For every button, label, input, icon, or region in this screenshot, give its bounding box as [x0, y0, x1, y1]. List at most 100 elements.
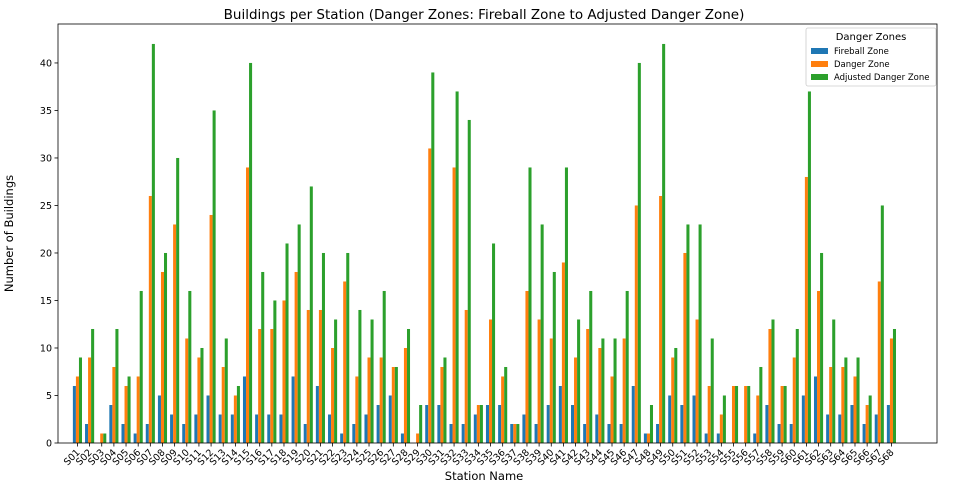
- bars: [72, 43, 896, 444]
- bar-danger-zone-s17: [270, 328, 274, 443]
- bar-danger-zone-s59: [780, 385, 784, 443]
- bar-fireball-zone-s54: [716, 433, 720, 443]
- bar-danger-zone-s09: [173, 224, 177, 443]
- bar-adjusted-danger-zone-s26: [382, 290, 386, 443]
- bar-danger-zone-s05: [124, 385, 128, 443]
- bar-adjusted-danger-zone-s12: [212, 110, 216, 444]
- bar-adjusted-danger-zone-s03: [103, 433, 107, 443]
- y-tick-label-40: 40: [40, 58, 52, 69]
- bar-fireball-zone-s07: [145, 424, 149, 443]
- bar-fireball-zone-s08: [157, 395, 161, 443]
- bar-danger-zone-s23: [343, 281, 347, 443]
- bar-fireball-zone-s02: [85, 424, 89, 443]
- bar-danger-zone-s16: [258, 328, 262, 443]
- bar-fireball-zone-s67: [874, 414, 878, 443]
- series-adjusted-danger-zone: [78, 43, 896, 444]
- bar-fireball-zone-s11: [194, 414, 198, 443]
- bar-fireball-zone-s18: [279, 414, 283, 443]
- bar-danger-zone-s29: [416, 433, 420, 443]
- bar-fireball-zone-s19: [291, 376, 295, 443]
- bar-fireball-zone-s10: [182, 424, 186, 443]
- bar-fireball-zone-s41: [558, 385, 562, 443]
- bar-fireball-zone-s62: [813, 376, 818, 443]
- bar-danger-zone-s22: [331, 347, 335, 443]
- bar-danger-zone-s03: [100, 433, 104, 443]
- bar-danger-zone-s40: [549, 338, 553, 443]
- bar-fireball-zone-s12: [206, 395, 210, 443]
- bar-fireball-zone-s04: [109, 405, 113, 443]
- bar-adjusted-danger-zone-s65: [856, 357, 860, 443]
- bar-fireball-zone-s27: [388, 395, 392, 443]
- bar-danger-zone-s38: [525, 290, 529, 443]
- legend: Danger Zones Fireball Zone Danger Zone A…: [805, 27, 937, 87]
- bar-danger-zone-s53: [707, 385, 711, 443]
- bar-fireball-zone-s68: [886, 405, 890, 443]
- bar-adjusted-danger-zone-s53: [710, 338, 714, 443]
- bar-danger-zone-s63: [829, 366, 833, 443]
- y-tick-label-35: 35: [40, 106, 52, 117]
- bar-danger-zone-s01: [75, 376, 79, 443]
- bar-fireball-zone-s22: [328, 414, 332, 443]
- bar-fireball-zone-s20: [303, 424, 307, 443]
- bar-fireball-zone-s26: [376, 405, 380, 443]
- bar-adjusted-danger-zone-s43: [589, 290, 593, 443]
- legend-swatch-adjusted-danger-zone: [811, 74, 828, 80]
- bar-fireball-zone-s23: [340, 433, 344, 443]
- bar-fireball-zone-s65: [850, 405, 854, 443]
- bar-adjusted-danger-zone-s44: [601, 338, 605, 443]
- legend-label-fireball-zone: Fireball Zone: [834, 47, 889, 57]
- bar-fireball-zone-s28: [400, 433, 404, 443]
- bar-adjusted-danger-zone-s57: [759, 366, 763, 443]
- bar-adjusted-danger-zone-s28: [406, 328, 411, 443]
- bar-adjusted-danger-zone-s42: [577, 319, 581, 443]
- bar-adjusted-danger-zone-s25: [370, 319, 374, 443]
- bar-adjusted-danger-zone-s37: [516, 424, 520, 443]
- bar-danger-zone-s21: [318, 309, 322, 443]
- y-tick-label-5: 5: [46, 391, 52, 402]
- bar-adjusted-danger-zone-s15: [249, 62, 253, 443]
- bar-danger-zone-s64: [841, 366, 845, 443]
- series-fireball-zone: [72, 376, 890, 443]
- bar-danger-zone-s44: [598, 347, 602, 443]
- y-tick-label-20: 20: [40, 248, 52, 259]
- chart-title: Buildings per Station (Danger Zones: Fir…: [224, 7, 745, 23]
- bar-fireball-zone-s09: [170, 414, 174, 443]
- bar-fireball-zone-s37: [510, 424, 514, 443]
- bar-adjusted-danger-zone-s51: [686, 224, 690, 443]
- y-axis-label: Number of Buildings: [2, 175, 16, 292]
- bar-danger-zone-s51: [683, 252, 687, 443]
- y-tick-label-25: 25: [40, 201, 52, 212]
- bar-fireball-zone-s21: [315, 385, 319, 443]
- y-axis: 0 5 10 15 20 25 30 35 40: [40, 58, 58, 449]
- bar-danger-zone-s31: [440, 366, 444, 443]
- bar-danger-zone-s28: [403, 347, 407, 443]
- bar-danger-zone-s55: [731, 385, 736, 443]
- bar-fireball-zone-s52: [692, 395, 696, 443]
- bar-danger-zone-s42: [574, 357, 578, 443]
- bar-danger-zone-s54: [719, 414, 723, 443]
- bar-adjusted-danger-zone-s20: [309, 186, 313, 443]
- bar-adjusted-danger-zone-s30: [431, 72, 435, 444]
- bar-fireball-zone-s32: [449, 424, 453, 443]
- bar-adjusted-danger-zone-s24: [358, 309, 362, 443]
- bar-danger-zone-s32: [452, 167, 456, 443]
- bar-adjusted-danger-zone-s09: [176, 157, 180, 443]
- bar-fireball-zone-s53: [704, 433, 708, 443]
- bar-fireball-zone-s58: [765, 405, 769, 443]
- bar-adjusted-danger-zone-s48: [649, 405, 654, 443]
- bar-fireball-zone-s46: [619, 424, 623, 443]
- bar-fireball-zone-s36: [498, 405, 502, 443]
- bar-adjusted-danger-zone-s18: [285, 243, 289, 443]
- bar-danger-zone-s26: [379, 357, 383, 443]
- bar-danger-zone-s30: [428, 148, 432, 443]
- bar-danger-zone-s19: [294, 271, 298, 443]
- bar-danger-zone-s57: [756, 395, 760, 443]
- bar-danger-zone-s47: [634, 205, 638, 443]
- bar-danger-zone-s60: [792, 357, 796, 443]
- bar-danger-zone-s48: [646, 433, 650, 443]
- bar-danger-zone-s13: [221, 366, 225, 443]
- bar-fireball-zone-s64: [838, 414, 842, 443]
- bar-fireball-zone-s16: [255, 414, 259, 443]
- bar-danger-zone-s12: [209, 214, 213, 443]
